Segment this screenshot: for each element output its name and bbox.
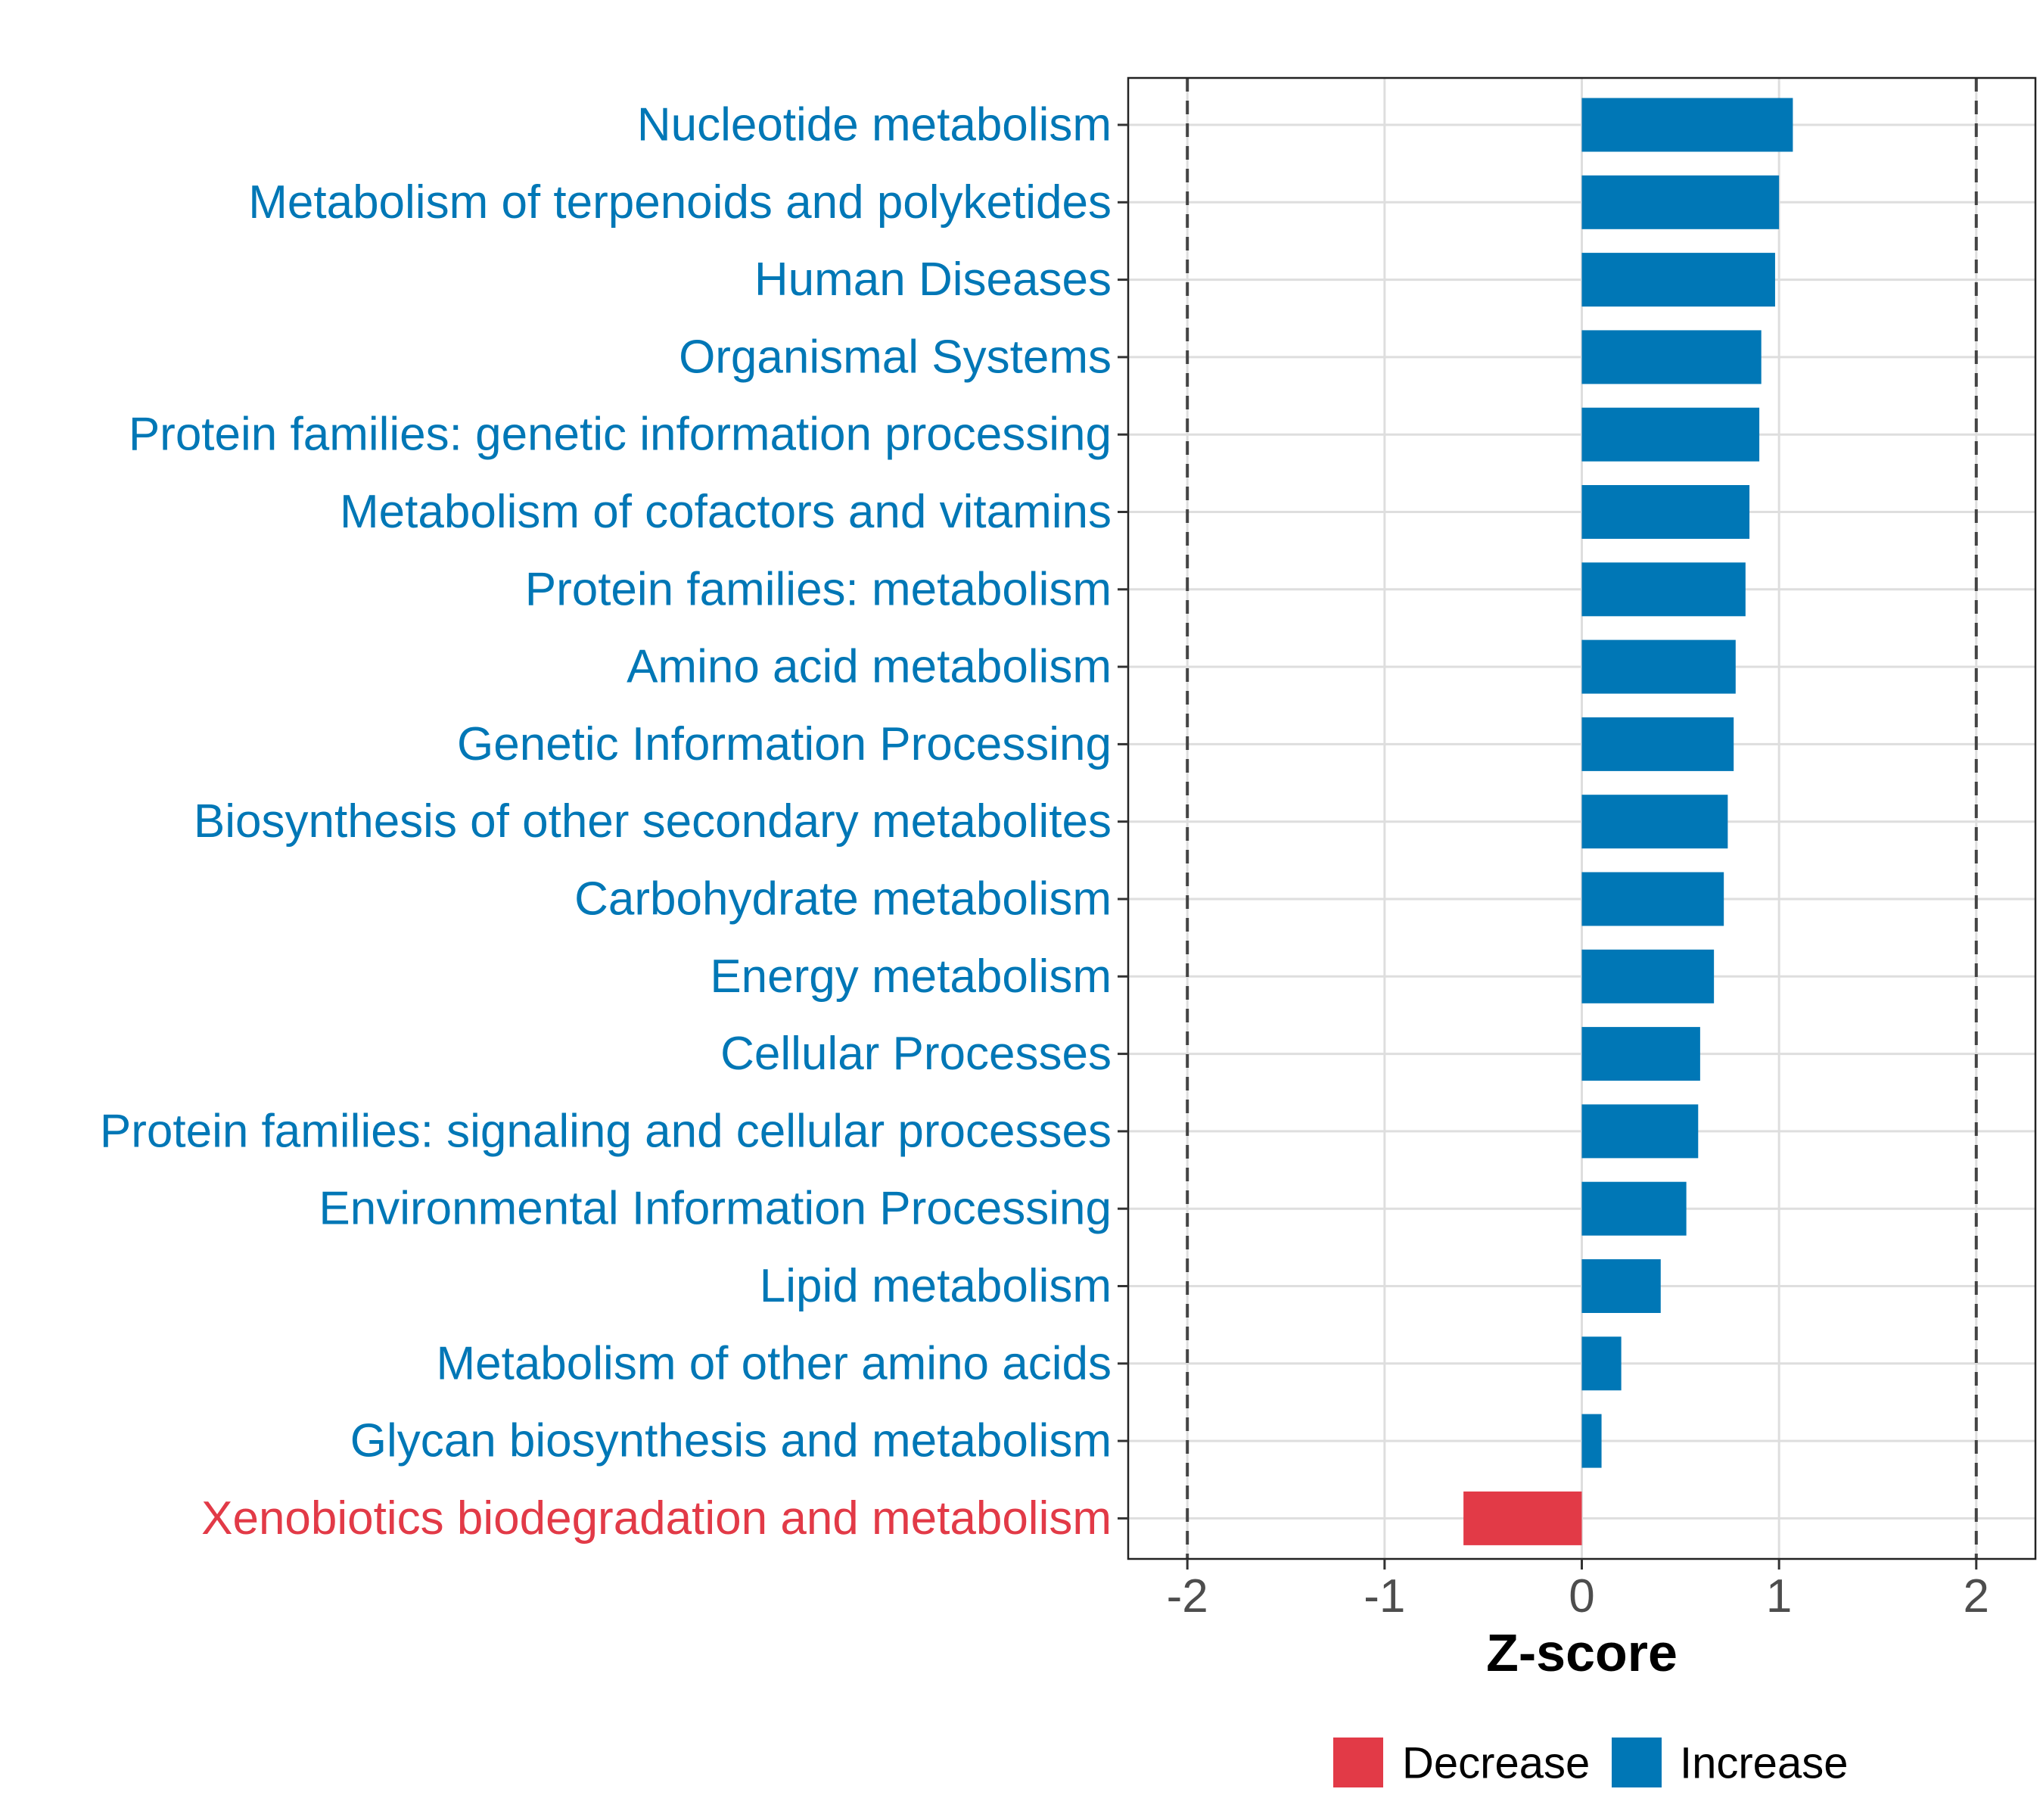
bar-13 bbox=[1581, 1027, 1700, 1081]
bar-8 bbox=[1581, 639, 1736, 694]
category-label: Carbohydrate metabolism bbox=[574, 873, 1112, 926]
category-label: Cellular Processes bbox=[720, 1028, 1112, 1080]
category-label: Lipid metabolism bbox=[760, 1260, 1112, 1312]
bar-17 bbox=[1581, 1336, 1622, 1391]
bar-3 bbox=[1581, 253, 1775, 307]
bar-1 bbox=[1581, 98, 1793, 152]
x-tick-label: 0 bbox=[1569, 1570, 1594, 1622]
category-label: Organismal Systems bbox=[679, 331, 1112, 383]
category-label: Nucleotide metabolism bbox=[637, 99, 1112, 151]
legend-swatch-increase bbox=[1612, 1738, 1662, 1787]
x-tick-label: 1 bbox=[1766, 1570, 1792, 1622]
bar-6 bbox=[1581, 485, 1750, 539]
category-label: Amino acid metabolism bbox=[627, 641, 1112, 693]
category-label: Biosynthesis of other secondary metaboli… bbox=[194, 795, 1112, 848]
bar-15 bbox=[1581, 1181, 1687, 1236]
bar-2 bbox=[1581, 175, 1780, 229]
category-label: Protein families: metabolism bbox=[525, 563, 1112, 615]
category-label: Energy metabolism bbox=[710, 950, 1112, 1003]
category-label: Genetic Information Processing bbox=[457, 718, 1112, 770]
legend-label-increase: Increase bbox=[1680, 1739, 1848, 1788]
bar-7 bbox=[1581, 562, 1746, 617]
category-label: Glycan biosynthesis and metabolism bbox=[350, 1415, 1112, 1467]
x-axis-title: Z-score bbox=[1486, 1623, 1678, 1682]
category-label: Human Diseases bbox=[754, 254, 1112, 306]
category-label: Environmental Information Processing bbox=[319, 1183, 1112, 1235]
bar-5 bbox=[1581, 407, 1760, 462]
legend: Decrease Increase bbox=[1333, 1738, 1848, 1788]
bar-16 bbox=[1581, 1259, 1661, 1313]
bar-10 bbox=[1581, 795, 1728, 849]
bar-9 bbox=[1581, 717, 1734, 771]
bar-14 bbox=[1581, 1104, 1699, 1159]
x-tick-label: -1 bbox=[1364, 1570, 1405, 1622]
x-tick-label: 2 bbox=[1964, 1570, 1989, 1622]
bar-18 bbox=[1581, 1414, 1602, 1468]
bar-12 bbox=[1581, 949, 1715, 1003]
category-label: Metabolism of other amino acids bbox=[436, 1337, 1112, 1389]
category-label: Xenobiotics biodegradation and metabolis… bbox=[201, 1492, 1112, 1545]
bar-4 bbox=[1581, 330, 1762, 384]
legend-swatch-decrease bbox=[1333, 1738, 1383, 1787]
category-label: Protein families: genetic information pr… bbox=[129, 409, 1112, 461]
legend-label-decrease: Decrease bbox=[1402, 1739, 1590, 1788]
category-label: Metabolism of cofactors and vitamins bbox=[340, 486, 1112, 538]
bar-11 bbox=[1581, 872, 1724, 926]
x-tick-label: -2 bbox=[1167, 1570, 1208, 1622]
bar-19 bbox=[1463, 1491, 1582, 1545]
category-label: Protein families: signaling and cellular… bbox=[100, 1105, 1112, 1157]
category-label: Metabolism of terpenoids and polyketides bbox=[248, 176, 1112, 229]
